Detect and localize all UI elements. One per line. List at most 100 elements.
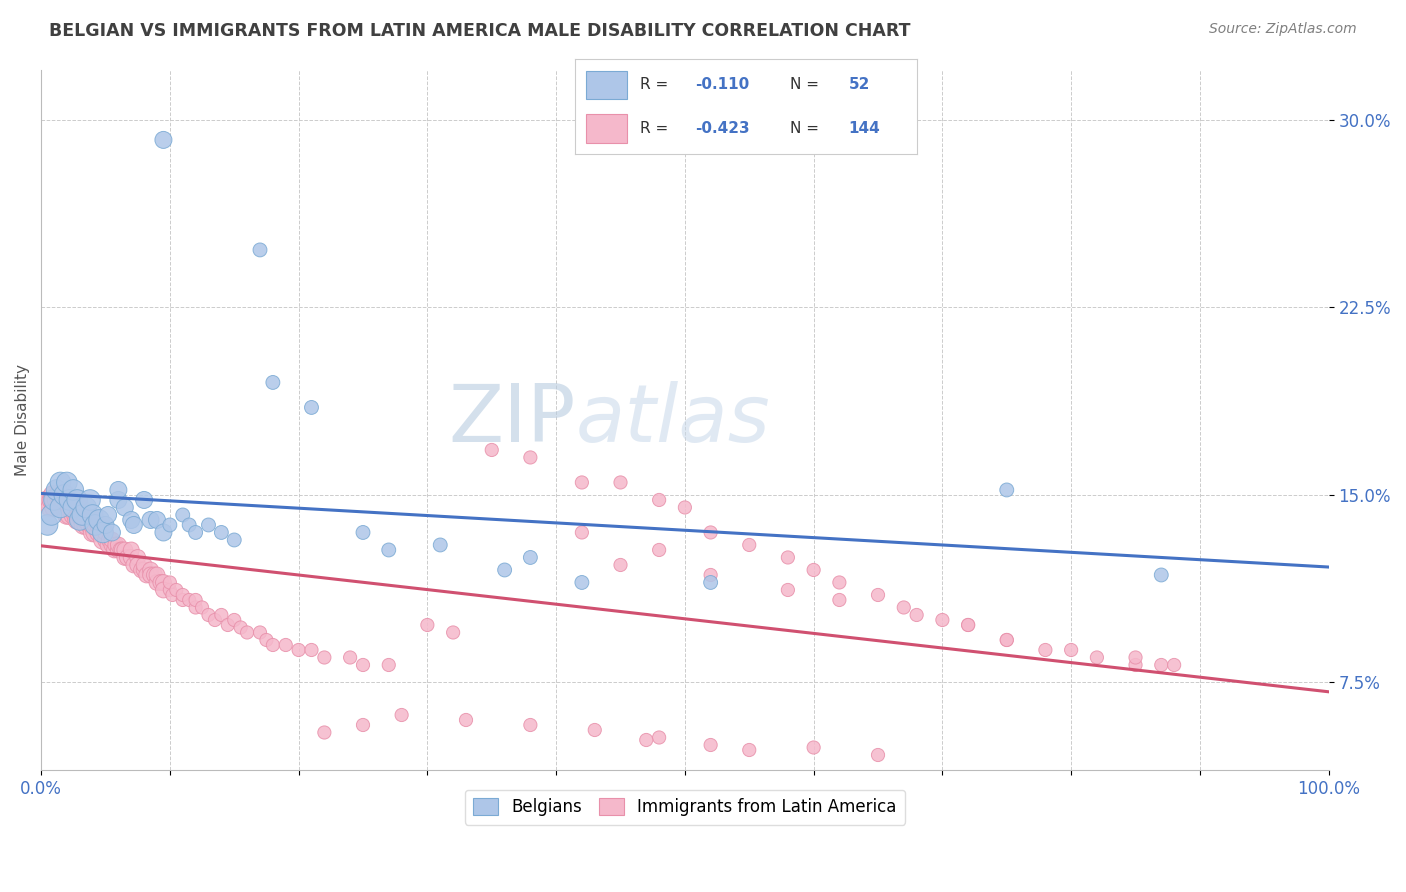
Point (314, 650, 336, 665)
Text: atlas: atlas (575, 381, 770, 459)
Point (217, 618, 239, 632)
Point (69, 513, 91, 527)
Point (75, 518, 97, 533)
Point (149, 575, 172, 590)
Point (519, 718, 541, 732)
Point (152, 133, 174, 147)
Point (127, 558, 149, 572)
Point (152, 575, 174, 590)
Point (301, 401, 323, 415)
Point (72, 513, 94, 527)
Point (82, 513, 104, 527)
Point (262, 638, 284, 652)
Point (931, 613, 953, 627)
Point (117, 550, 139, 565)
Point (131, 563, 153, 577)
Point (159, 582, 181, 597)
Point (165, 582, 187, 597)
Point (184, 593, 207, 607)
Point (184, 525, 207, 540)
Point (1163, 657, 1185, 672)
Point (159, 575, 181, 590)
Point (179, 593, 201, 607)
Point (673, 500, 696, 515)
Point (56, 508, 79, 522)
Point (159, 518, 181, 533)
Point (49, 488, 72, 502)
Point (209, 607, 232, 622)
Point (52, 492, 75, 507)
Point (1085, 650, 1108, 665)
Point (571, 475, 593, 490)
Point (519, 550, 541, 565)
Point (72, 518, 94, 533)
Point (84, 525, 107, 540)
Point (162, 588, 184, 602)
Point (98, 533, 121, 547)
Point (53, 488, 76, 502)
Point (42, 492, 65, 507)
Point (957, 618, 980, 632)
Point (107, 492, 129, 507)
Point (995, 632, 1018, 647)
Point (377, 657, 399, 672)
Point (101, 533, 124, 547)
Point (224, 533, 246, 547)
Point (120, 543, 142, 558)
Point (249, 625, 271, 640)
Point (91, 525, 114, 540)
Point (69, 508, 91, 522)
Point (58, 492, 80, 507)
Point (416, 618, 439, 632)
Point (62, 492, 84, 507)
Point (776, 550, 799, 565)
Point (995, 483, 1018, 497)
Point (53, 500, 76, 515)
Point (828, 593, 851, 607)
Legend: Belgians, Immigrants from Latin America: Belgians, Immigrants from Latin America (465, 789, 905, 825)
Point (46, 488, 69, 502)
Point (58, 500, 80, 515)
Point (352, 657, 374, 672)
Point (82, 518, 104, 533)
Point (45, 492, 67, 507)
Point (738, 743, 761, 757)
Point (62, 508, 84, 522)
Point (571, 525, 593, 540)
Point (995, 632, 1018, 647)
Point (91, 533, 114, 547)
Point (339, 650, 361, 665)
Point (352, 525, 374, 540)
Point (122, 558, 145, 572)
Point (1060, 643, 1083, 657)
Point (197, 607, 219, 622)
Point (72, 508, 94, 522)
Point (103, 543, 125, 558)
Point (104, 538, 127, 552)
Point (87, 513, 110, 527)
Point (1150, 568, 1173, 582)
Point (1125, 650, 1147, 665)
Point (352, 718, 374, 732)
Point (139, 513, 162, 527)
Text: ZIP: ZIP (449, 381, 575, 459)
Point (429, 538, 451, 552)
Point (204, 613, 226, 627)
Point (441, 625, 464, 640)
Point (49, 500, 72, 515)
Point (42, 492, 65, 507)
Point (114, 500, 136, 515)
Point (82, 508, 104, 522)
Point (197, 518, 219, 533)
Point (583, 723, 606, 737)
Text: Source: ZipAtlas.com: Source: ZipAtlas.com (1209, 22, 1357, 37)
Point (866, 747, 889, 762)
Point (132, 558, 155, 572)
Point (494, 563, 516, 577)
Text: BELGIAN VS IMMIGRANTS FROM LATIN AMERICA MALE DISABILITY CORRELATION CHART: BELGIAN VS IMMIGRANTS FROM LATIN AMERICA… (49, 22, 911, 40)
Point (519, 450, 541, 465)
Point (609, 558, 631, 572)
Point (86, 518, 108, 533)
Point (209, 525, 232, 540)
Point (37, 492, 59, 507)
